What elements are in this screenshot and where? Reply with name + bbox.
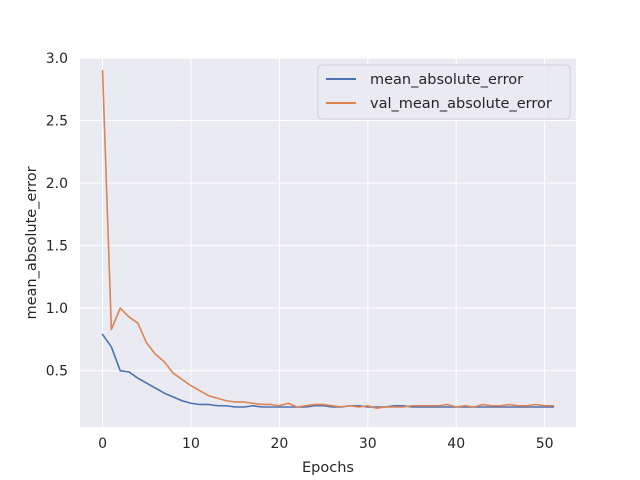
series-line-mean-absolute-error <box>101 333 555 408</box>
y-tick-label: 1.5 <box>46 239 68 255</box>
grid <box>80 57 576 427</box>
y-tick-label: 2.0 <box>46 176 68 192</box>
x-tick-label: 0 <box>98 436 107 452</box>
y-axis-label: mean_absolute_error <box>24 166 40 319</box>
legend: mean_absolute_error val_mean_absolute_er… <box>317 64 571 120</box>
y-tick-label: 3.0 <box>46 51 68 67</box>
y-tick-label: 2.5 <box>46 114 68 130</box>
plot-area <box>80 58 576 427</box>
series-line-val-mean-absolute-error <box>101 69 555 410</box>
x-tick-label: 10 <box>182 436 200 452</box>
x-tick-label: 30 <box>359 436 377 452</box>
x-tick-label: 50 <box>536 436 554 452</box>
y-tick-label: 0.5 <box>46 364 68 380</box>
x-tick-labels: 0 10 20 30 40 50 <box>98 436 553 452</box>
legend-box <box>317 64 571 120</box>
x-tick-label: 20 <box>270 436 288 452</box>
y-tick-labels: 0.5 1.0 1.5 2.0 2.5 3.0 <box>46 51 68 380</box>
series-lines <box>101 69 555 410</box>
x-tick-label: 40 <box>447 436 465 452</box>
legend-label-mean-absolute-error: mean_absolute_error <box>370 72 523 88</box>
legend-label-val-mean-absolute-error: val_mean_absolute_error <box>370 96 552 112</box>
x-axis-label: Epochs <box>302 460 354 476</box>
y-tick-label: 1.0 <box>46 301 68 317</box>
